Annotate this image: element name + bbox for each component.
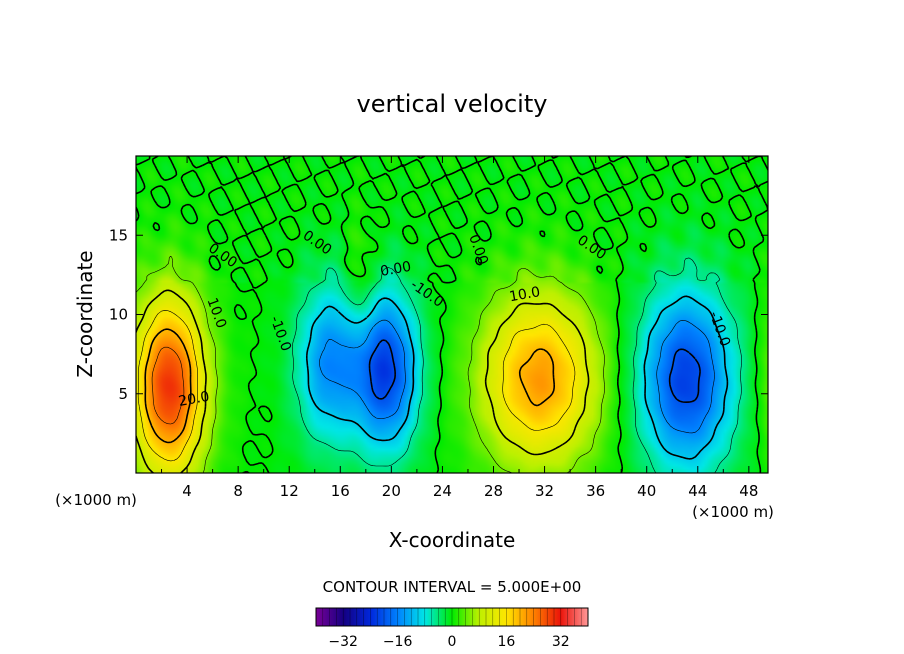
x-axis-label: X-coordinate (389, 528, 516, 552)
contour-level-10 (136, 289, 590, 473)
colorbar-tick-label: 32 (552, 634, 570, 650)
colorbar: −32 −16 0 16 32 (315, 607, 589, 650)
colorbar-tick-label: −16 (383, 634, 413, 650)
contour-level-5 (136, 255, 605, 473)
colorbar-tick-label: 16 (497, 634, 515, 650)
contour-label: 10.0 (508, 284, 541, 305)
y-tick-label: 10 (109, 306, 128, 324)
x-axis-ticks: 4 8 12 16 20 24 28 32 36 40 44 48 (161, 156, 758, 500)
contour-level--15 (319, 319, 715, 434)
contour-level-20 (144, 328, 555, 444)
x-tick-label: 4 (182, 482, 192, 500)
colorbar-divisions (322, 608, 582, 626)
contour-lines (136, 156, 768, 473)
colorbar-tick-labels: −32 −16 0 16 32 (328, 634, 569, 650)
x-tick-label: 20 (382, 482, 401, 500)
y-tick-label: 5 (118, 385, 128, 403)
x-tick-label: 40 (637, 482, 656, 500)
contour-level-0 (136, 156, 768, 473)
x-unit-label-right: (×1000 m) (692, 503, 774, 521)
contour-level--5 (292, 257, 742, 473)
x-tick-label: 8 (233, 482, 243, 500)
colorbar-frame (315, 607, 589, 627)
x-tick-label: 24 (433, 482, 452, 500)
y-tick-label: 15 (109, 226, 128, 244)
plot-area: 0.0010.020.00.00-10.00.00-10.00.0010.00.… (136, 156, 768, 473)
contour-interval-text: CONTOUR INTERVAL = 5.000E+00 (323, 578, 582, 596)
x-tick-label: 16 (331, 482, 350, 500)
x-unit-label-left: (×1000 m) (55, 491, 137, 509)
contour-level-25 (151, 346, 185, 425)
chart-title: vertical velocity (357, 90, 548, 118)
heatmap-field (136, 156, 768, 473)
contour-level--20 (368, 339, 701, 403)
x-tick-label: 48 (739, 482, 758, 500)
x-tick-label: 44 (688, 482, 707, 500)
contour-level--10 (306, 295, 729, 460)
contour-level-15 (137, 310, 576, 462)
contour-label: 20.0 (177, 389, 210, 410)
colorbar-tick-label: −32 (328, 634, 358, 650)
x-tick-label: 36 (586, 482, 605, 500)
x-tick-label: 32 (535, 482, 554, 500)
x-tick-label: 28 (484, 482, 503, 500)
contour-label: 0.00 (379, 259, 412, 280)
colorbar-tick-label: 0 (448, 634, 457, 650)
x-tick-label: 12 (280, 482, 299, 500)
y-axis-label: Z-coordinate (73, 250, 97, 377)
y-axis-ticks: 5 10 15 (109, 226, 768, 403)
